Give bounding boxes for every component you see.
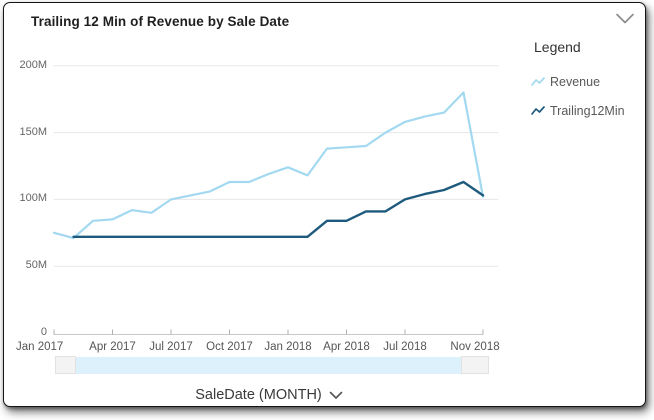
gridlines (54, 65, 498, 267)
y-axis-label: 0 (40, 326, 47, 338)
line-series-icon (531, 106, 545, 115)
series-line-trailing12min[interactable] (72, 180, 485, 239)
dimension-selector[interactable]: SaleDate (MONTH) (4, 387, 534, 403)
legend-item-revenue[interactable]: Revenue (531, 75, 641, 89)
x-axis-scrollbar (4, 356, 647, 374)
scrollbar-right-handle[interactable] (461, 356, 489, 374)
dimension-selector-label: SaleDate (MONTH) (195, 387, 322, 403)
legend-item-label: Trailing12Min (550, 104, 625, 118)
chevron-down-icon (329, 391, 343, 399)
series-line-revenue[interactable] (52, 91, 485, 240)
x-axis-label: Jan 2017 (16, 341, 64, 353)
chart-title: Trailing 12 Min of Revenue by Sale Date (31, 14, 290, 29)
x-axis-label: Jul 2017 (149, 341, 193, 353)
scrollbar-left-handle[interactable] (55, 356, 76, 374)
legend-title: Legend (534, 39, 581, 55)
scrollbar-track-fill[interactable] (76, 356, 461, 374)
legend-item-trailing12min[interactable]: Trailing12Min (531, 104, 641, 118)
legend: Legend Revenue Trailing12Min (531, 39, 641, 118)
x-axis-label: Apr 2017 (89, 341, 136, 353)
line-chart-plot (52, 65, 498, 335)
chart-widget: Trailing 12 Min of Revenue by Sale Date (3, 2, 646, 407)
y-axis-label: 50M (25, 259, 47, 271)
line-series-icon (531, 77, 545, 86)
x-axis-label: Jan 2018 (264, 341, 312, 353)
x-axis-label: Jul 2018 (383, 341, 427, 353)
y-axis-label: 100M (19, 192, 47, 204)
y-axis-label: 200M (19, 59, 47, 71)
x-axis-label: Nov 2018 (450, 341, 500, 353)
x-axis-label: Apr 2018 (323, 341, 370, 353)
x-axis (53, 329, 484, 335)
legend-item-label: Revenue (550, 75, 601, 89)
x-axis-label: Oct 2017 (206, 341, 253, 353)
chevron-down-icon (616, 13, 634, 24)
widget-collapse-button[interactable] (615, 12, 635, 25)
y-axis-label: 150M (19, 126, 47, 138)
x-axis-ticks (53, 329, 484, 335)
